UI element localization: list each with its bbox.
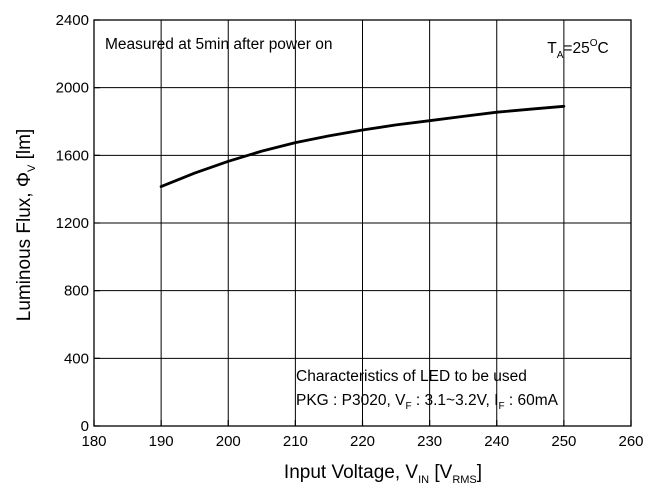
x-tick-label: 250 — [551, 433, 576, 450]
y-tick-label: 1200 — [56, 215, 89, 232]
y-tick-label: 2400 — [56, 12, 89, 29]
x-tick-label: 190 — [149, 433, 174, 450]
y-tick-label: 1600 — [56, 147, 89, 164]
grid-lines — [94, 20, 631, 426]
temperature-note: TA=25OC — [547, 38, 608, 61]
y-tick-label: 800 — [64, 283, 89, 300]
x-tick-label: 230 — [417, 433, 442, 450]
series-line — [159, 104, 566, 188]
led-spec-note: PKG : P3020, VF : 3.1~3.2V, IF : 60mA — [296, 392, 559, 412]
y-axis-title: Luminous Flux, ΦV [lm] — [14, 129, 38, 322]
x-axis-title: Input Voltage, VIN [VRMS] — [284, 462, 482, 486]
y-tick-label: 2000 — [56, 80, 89, 97]
measured-note: Measured at 5min after power on — [105, 36, 332, 53]
y-tick-label: 0 — [81, 418, 89, 435]
x-tick-label: 180 — [81, 433, 106, 450]
x-tick-label: 260 — [618, 433, 643, 450]
y-tick-label: 400 — [64, 350, 89, 367]
x-tick-label: 200 — [216, 433, 241, 450]
x-tick-label: 210 — [283, 433, 308, 450]
led-title-note: Characteristics of LED to be used — [296, 368, 527, 385]
x-tick-label: 240 — [484, 433, 509, 450]
axis-ticks: 180 190 200 210 220 230 240 250 260 0 400 800 1200 16… — [56, 12, 644, 450]
x-tick-label: 220 — [350, 433, 375, 450]
series-group — [159, 104, 566, 188]
